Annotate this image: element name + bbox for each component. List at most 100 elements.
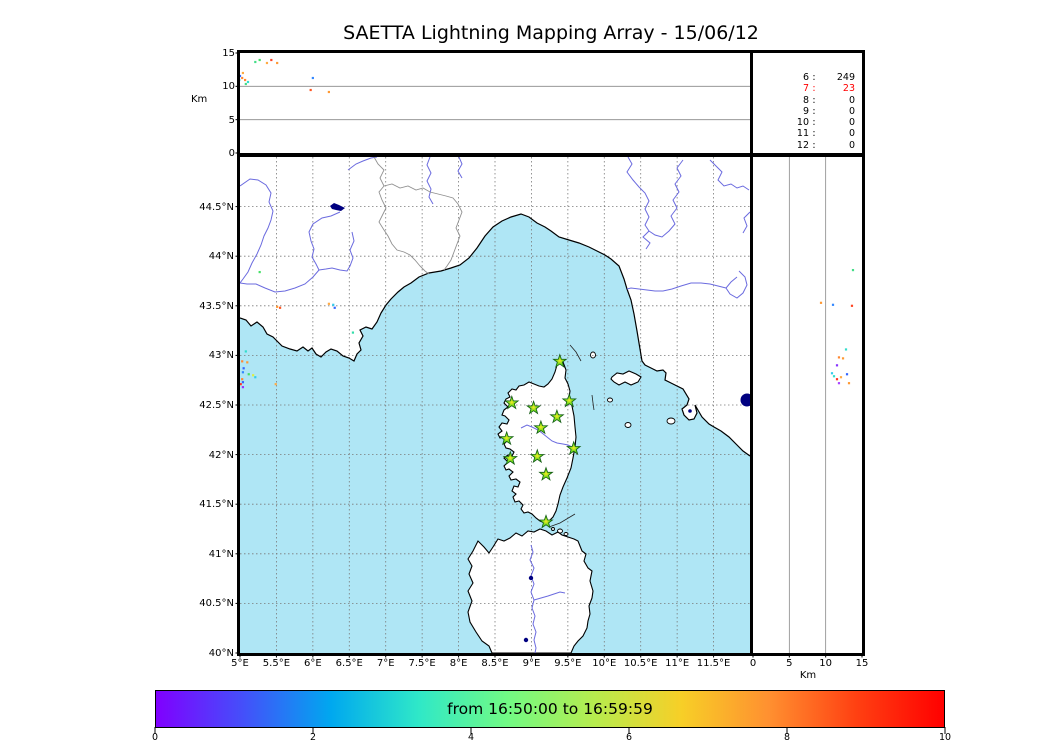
elba-island — [611, 371, 641, 385]
stats-colon: : — [812, 139, 816, 151]
corsica-island — [498, 358, 576, 523]
stats-value: 0 — [848, 139, 855, 151]
lightning-source-dot — [839, 376, 843, 379]
stats-value: 249 — [836, 72, 855, 83]
latitude-tick-label: 41°N — [208, 548, 234, 560]
top-panel-km-axis-label: Km — [191, 94, 208, 105]
top-panel-altitude-tick-label: 15 — [222, 48, 235, 59]
stats-value: 0 — [848, 128, 855, 140]
top-panel-altitude-tick-label: 5 — [228, 114, 235, 126]
lightning-source-dot — [831, 303, 835, 306]
altitude-longitude-plot — [240, 58, 750, 121]
lightning-source-dot — [241, 386, 245, 389]
colorbar-tick-label: 0 — [151, 732, 159, 743]
lightning-source-dot — [241, 71, 245, 75]
longitude-tick-label: 8°E — [449, 658, 468, 669]
lightning-source-dot — [327, 90, 330, 94]
lightning-source-dot — [244, 82, 247, 86]
sardinia-island — [468, 529, 593, 653]
stats-key: 7 — [802, 83, 809, 95]
longitude-tick-label: 9.5°E — [554, 658, 582, 669]
small-island-coastline — [557, 528, 563, 534]
top-panel-altitude-tick-label: 0 — [228, 148, 235, 159]
lightning-source-dot — [830, 372, 834, 375]
small-island-coastline — [666, 417, 676, 425]
small-island-coastline — [607, 397, 613, 403]
stats-value: 0 — [848, 117, 855, 129]
stats-key: 6 — [802, 72, 809, 83]
small-island-coastline — [563, 532, 569, 536]
latitude-tick-label: 43°N — [208, 350, 234, 362]
stats-row: 9: 0 — [753, 106, 862, 117]
lightning-source-dot — [240, 74, 242, 78]
map-line-segment — [548, 513, 576, 528]
longitude-tick-label: 11°E — [665, 658, 690, 669]
lightning-source-dot — [240, 383, 242, 386]
map-line-segment — [591, 394, 595, 411]
lma-station-star — [525, 399, 542, 415]
stats-colon: : — [812, 72, 816, 83]
latitude-tick-label: 40°N — [208, 648, 234, 659]
river-line — [709, 159, 750, 191]
latitude-tick-label: 40.5°N — [199, 598, 234, 610]
lake — [528, 575, 534, 581]
lake — [688, 409, 692, 413]
lightning-source-dot — [270, 58, 273, 62]
small-island-coastline — [590, 351, 596, 359]
lightning-source-dot — [332, 303, 335, 306]
stats-row: 11: 0 — [753, 128, 862, 139]
lightning-source-dot — [327, 302, 330, 305]
longitude-tick-label: 7°E — [376, 658, 395, 669]
lightning-source-dot — [241, 371, 245, 374]
lightning-source-dot — [311, 76, 314, 80]
right-panel-altitude-tick-label: 5 — [786, 658, 793, 669]
small-island — [551, 527, 555, 531]
lightning-source-dot — [244, 350, 247, 353]
longitude-tick-label: 11.5°E — [696, 658, 731, 669]
mainland-coastline — [240, 213, 750, 457]
lightning-source-dot — [851, 268, 855, 272]
river-line — [240, 178, 274, 284]
lightning-source-dot — [847, 382, 851, 385]
lightning-source-dot — [244, 78, 247, 82]
lma-station-star — [549, 408, 565, 424]
lightning-source-dot — [258, 270, 261, 274]
source-count-stats-box: 6: 249 7: 23 8: 0 9: 0 10: 0 11: 0 12: 0 — [750, 50, 865, 156]
latitude-tick-label: 42°N — [208, 449, 234, 461]
lma-station-star — [504, 394, 520, 410]
small-island-coastline — [624, 422, 632, 428]
stats-row: 7: 23 — [753, 83, 862, 94]
lightning-source-dot — [850, 304, 854, 307]
river-line — [426, 157, 434, 205]
lightning-source-dot — [837, 356, 841, 359]
stats-row: 6: 249 — [753, 72, 862, 83]
longitude-tick-label: 7.5°E — [408, 658, 436, 669]
colorbar-tick-label: 6 — [625, 732, 633, 743]
lightning-source-dot — [242, 367, 245, 370]
lightning-source-dot — [246, 361, 249, 364]
stats-row: 8: 0 — [753, 95, 862, 106]
lma-station-star — [499, 430, 515, 446]
colorbar-tick-label: 2 — [309, 732, 317, 743]
lma-station-star — [561, 392, 577, 408]
lightning-source-dot — [258, 58, 261, 62]
stats-colon: : — [812, 117, 816, 129]
stats-value: 23 — [842, 83, 855, 95]
longitude-tick-label: 9°E — [522, 658, 541, 669]
river-line — [626, 282, 727, 292]
longitude-tick-label: 5°E — [231, 658, 249, 669]
lightning-source-dot — [835, 378, 839, 381]
lightning-source-dot — [309, 88, 312, 92]
sardinia-coastline — [467, 528, 594, 653]
stats-value: 0 — [848, 94, 855, 106]
longitude-tick-label: 10.5°E — [623, 658, 658, 669]
lake — [330, 203, 345, 211]
altitude-latitude-plot — [788, 157, 855, 653]
lma-station-star — [566, 440, 582, 456]
latitude-tick-label: 44.5°N — [199, 201, 234, 213]
stats-colon: : — [812, 105, 816, 117]
longitude-tick-label: 8.5°E — [481, 658, 509, 669]
small-island — [564, 532, 568, 536]
lightning-source-dot — [254, 376, 257, 379]
stats-row: 12: 0 — [753, 140, 862, 151]
